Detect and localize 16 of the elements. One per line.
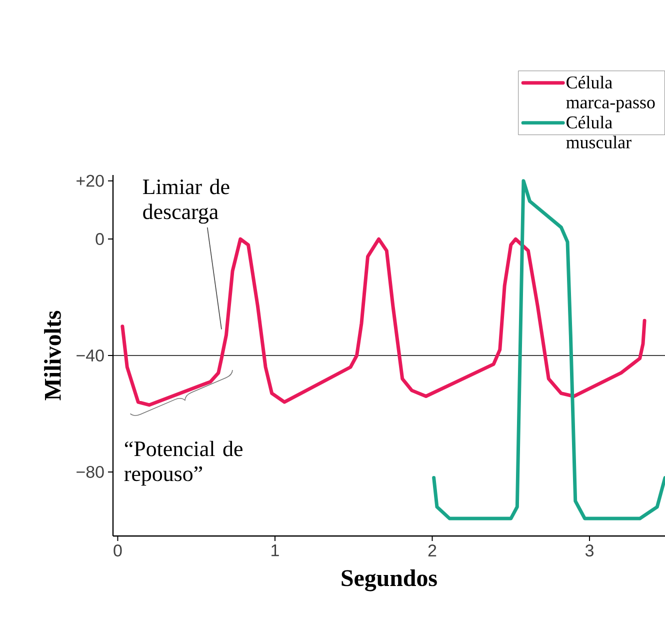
y-tick-label: −40 (76, 350, 104, 362)
legend-label: Célula marca-passo (566, 76, 655, 112)
x-tick-label: 1 (272, 544, 279, 556)
y-tick-label: +20 (76, 174, 104, 187)
y-tick-label: −80 (76, 466, 104, 478)
x-axis-title: Segundos (342, 569, 437, 592)
annotation: “Potencial de repouso” (124, 440, 242, 486)
legend-label: Célula muscular (566, 116, 632, 148)
annotation: Limiar de descarga (142, 178, 230, 224)
x-tick-label: 2 (428, 544, 436, 556)
x-tick-label: 0 (114, 544, 122, 557)
line-series (432, 179, 665, 520)
y-tick-label: 0 (96, 233, 104, 246)
y-axis-title: Milivolts (44, 310, 61, 400)
line-series (120, 237, 646, 407)
x-tick-label: 3 (585, 544, 594, 557)
